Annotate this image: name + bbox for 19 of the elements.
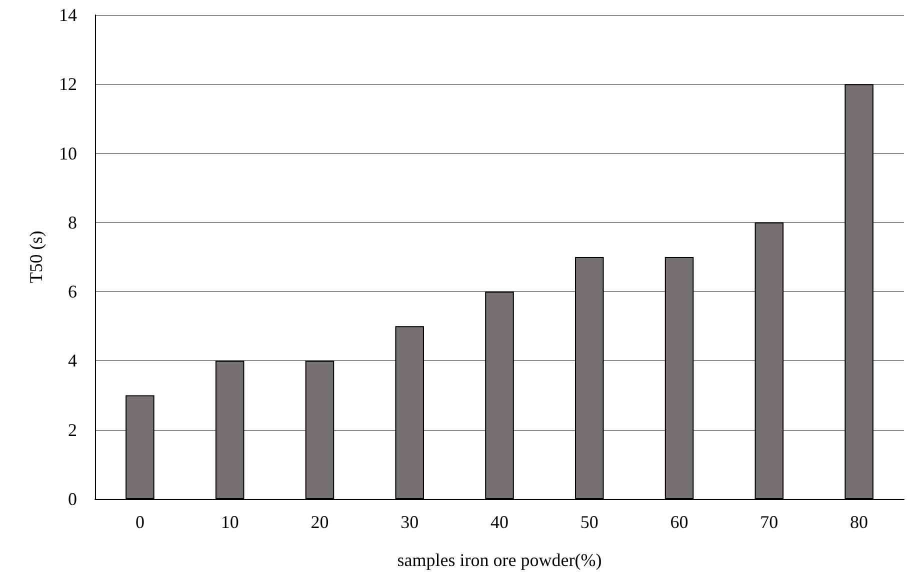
- y-tick-label: 12: [59, 74, 77, 94]
- x-tick-label: 80: [850, 512, 868, 532]
- x-tick-label: 60: [670, 512, 688, 532]
- x-tick-label: 70: [760, 512, 778, 532]
- x-tick-label: 40: [490, 512, 508, 532]
- y-tick-label: 10: [59, 143, 77, 164]
- y-axis-title: T50 (s): [26, 230, 46, 284]
- x-tick-label: 50: [580, 512, 598, 532]
- y-tick-label: 8: [68, 212, 77, 232]
- x-tick-label: 10: [220, 512, 239, 532]
- x-tick-label: 30: [400, 512, 419, 532]
- y-tick-label: 6: [68, 282, 77, 302]
- y-tick-label: 4: [68, 350, 77, 371]
- y-tick-label: 0: [68, 489, 77, 509]
- x-axis-title: samples iron ore powder(%): [397, 550, 602, 570]
- x-tick-label: 20: [310, 512, 329, 532]
- y-tick-label: 2: [68, 420, 77, 440]
- x-tick-label: 0: [135, 512, 144, 532]
- y-tick-label: 14: [59, 5, 77, 25]
